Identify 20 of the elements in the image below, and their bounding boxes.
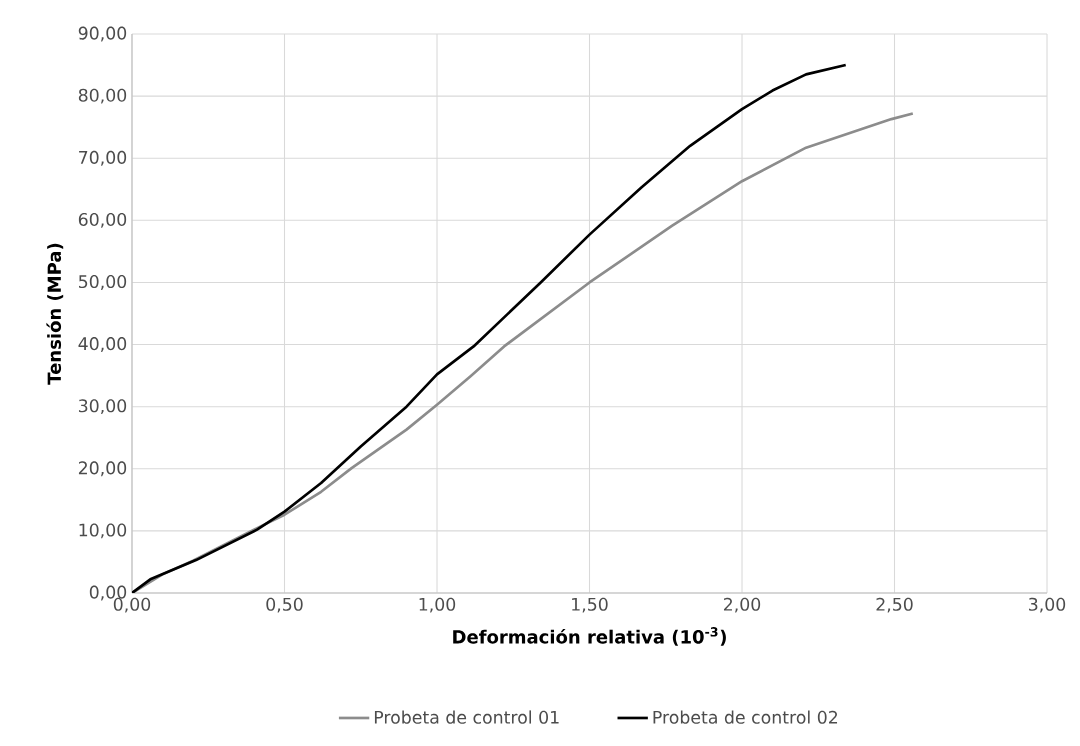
y-tick-label: 30,00 — [78, 399, 127, 415]
legend-label: Probeta de control 01 — [374, 710, 559, 724]
y-tick-label: 10,00 — [79, 523, 127, 539]
y-tick-label: 60,00 — [78, 212, 127, 228]
x-tick-label: 2,00 — [723, 597, 761, 613]
y-tick-label: 40,00 — [78, 337, 127, 352]
y-tick-label: 70,00 — [79, 150, 127, 166]
line-series — [132, 63, 848, 593]
x-tick-label: 0,50 — [266, 597, 303, 613]
x-tick-label: 1,50 — [572, 597, 608, 613]
y-tick-label: 20,00 — [78, 461, 127, 477]
x-tick-label: 3,00 — [1029, 597, 1066, 613]
x-tick-label: 1,00 — [419, 597, 456, 613]
y-tick-label: 90,00 — [78, 26, 127, 42]
y-tick-label: 50,00 — [79, 275, 127, 290]
y-axis-title: Tensión (MPa) — [46, 243, 64, 385]
y-tick-label: 80,00 — [78, 88, 127, 104]
x-axis-title: Deformación relativa (10$^{-3}$) — [453, 627, 726, 646]
x-tick-label: 2,50 — [876, 597, 913, 613]
legend-label: Probeta de control 02 — [653, 710, 838, 724]
